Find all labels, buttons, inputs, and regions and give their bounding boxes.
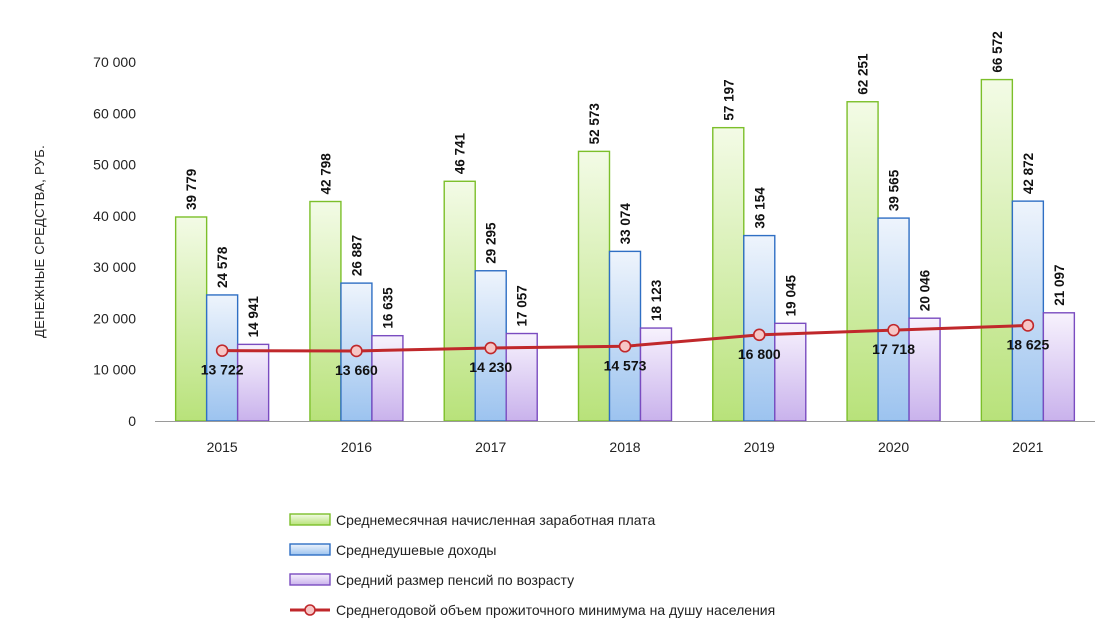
x-tick-label: 2016 (341, 439, 372, 455)
legend-label: Средний размер пенсий по возрасту (336, 572, 574, 588)
line-point (618, 339, 632, 353)
x-tick-label: 2018 (609, 439, 640, 455)
bar (608, 250, 642, 422)
bar-value-label: 39 779 (184, 169, 199, 210)
y-tick-label: 50 000 (93, 157, 136, 173)
line-point (887, 323, 900, 337)
axes-layer: 0 10 000 20 000 30 000 40 000 50 000 60 000 70 … (32, 54, 1095, 455)
bar (980, 78, 1014, 422)
bar (712, 126, 745, 422)
y-axis-label: ДЕНЕЖНЫЕ СРЕДСТВА, РУБ. (32, 145, 47, 338)
bar (877, 217, 910, 422)
legend: Среднемесячная начисленная заработная пл… (289, 512, 775, 618)
line-point (1021, 319, 1035, 332)
bar-value-label: 42 798 (318, 153, 333, 195)
legend-swatch (289, 543, 331, 556)
y-tick-label: 70 000 (93, 54, 136, 70)
bar-value-label: 17 057 (515, 285, 530, 326)
bar-value-label: 46 741 (453, 133, 468, 175)
bar-value-label: 57 197 (721, 79, 736, 120)
x-tick-label: 2020 (878, 439, 909, 455)
bar-value-label: 29 295 (484, 222, 499, 264)
bar-value-label: 19 045 (783, 275, 798, 317)
line-point (752, 328, 766, 342)
x-tick-label: 2019 (744, 439, 775, 455)
y-tick-label: 20 000 (93, 310, 136, 326)
line-point (484, 341, 498, 355)
bar (371, 334, 404, 422)
x-tick-label: 2015 (207, 439, 238, 455)
bar (443, 180, 476, 422)
y-tick-label: 40 000 (93, 208, 136, 224)
bar-value-label: 33 074 (618, 203, 633, 245)
bar-value-label: 52 573 (587, 103, 602, 145)
bar-value-label: 36 154 (752, 187, 767, 229)
legend-label: Среднемесячная начисленная заработная пл… (336, 512, 655, 528)
line-layer (215, 319, 1035, 358)
bar-value-label: 24 578 (215, 246, 230, 288)
bar (743, 234, 776, 422)
bar (205, 294, 239, 422)
line-value-label: 14 230 (469, 359, 512, 375)
legend-swatch (289, 573, 331, 586)
y-tick-label: 10 000 (93, 362, 136, 378)
line-value-label: 13 660 (335, 362, 378, 378)
bar (236, 343, 270, 422)
bar (908, 317, 941, 422)
line-value-label: 16 800 (738, 346, 781, 362)
bar-value-label: 42 872 (1021, 153, 1036, 194)
bar (309, 200, 342, 422)
bar (774, 322, 807, 422)
legend-label: Среднегодовой объем прожиточного минимум… (336, 602, 775, 618)
bar-value-label: 14 941 (246, 296, 261, 338)
legend-label: Среднедушевые доходы (336, 542, 496, 558)
y-tick-label: 30 000 (93, 259, 136, 275)
bar-value-label: 62 251 (856, 53, 871, 95)
legend-swatch-marker (304, 604, 316, 616)
bar (846, 101, 879, 422)
bar-value-label: 16 635 (380, 287, 395, 329)
bar (174, 216, 208, 422)
y-tick-label: 60 000 (93, 105, 136, 121)
bar (1011, 200, 1045, 422)
bar-value-label: 21 097 (1052, 265, 1067, 306)
line-point (350, 344, 363, 358)
x-tick-label: 2017 (475, 439, 506, 455)
bar-value-label: 66 572 (990, 31, 1005, 72)
line-value-label: 17 718 (872, 341, 915, 357)
bar-value-label: 20 046 (918, 269, 933, 311)
line-point (215, 344, 229, 357)
bar (577, 150, 611, 422)
y-tick-label: 0 (128, 413, 136, 429)
legend-swatch (289, 513, 331, 526)
labels-layer: 39 779 42 798 46 741 52 573 57 197 62 251 66 5… (184, 31, 1067, 378)
bar-value-label: 39 565 (887, 169, 902, 211)
line-value-label: 13 722 (201, 362, 244, 378)
bar-value-label: 26 887 (349, 235, 364, 276)
x-tick-label: 2021 (1012, 439, 1043, 455)
line-value-label: 18 625 (1006, 336, 1049, 352)
bar-value-label: 18 123 (649, 279, 664, 321)
bars-layer (174, 78, 1076, 422)
bar (1042, 312, 1076, 422)
line-value-label: 14 573 (604, 357, 647, 373)
